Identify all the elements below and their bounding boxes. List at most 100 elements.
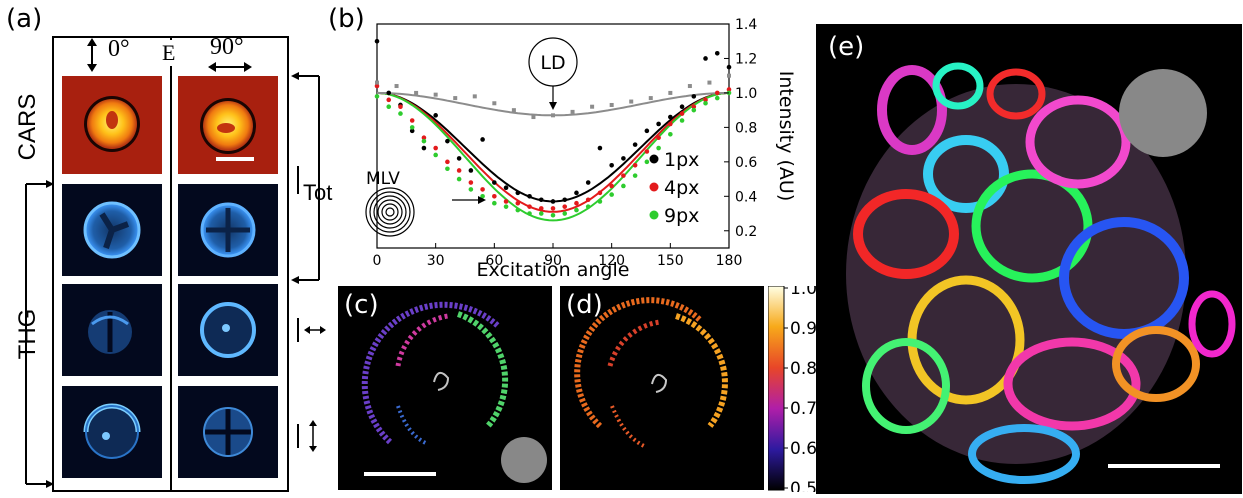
point-ld-2 xyxy=(414,90,419,95)
panel-label-a: (a) xyxy=(6,4,43,34)
tot-bar xyxy=(297,166,299,194)
point-ld-4 xyxy=(453,96,458,101)
point-2-18 xyxy=(585,204,591,209)
point-1-2 xyxy=(398,104,403,110)
point-1-25 xyxy=(668,121,673,127)
point-1-28 xyxy=(703,97,708,103)
colorbar-tick-label-5: 0.5 xyxy=(790,479,817,492)
point-0-20 xyxy=(609,162,614,168)
point-2-30 xyxy=(726,90,732,96)
point-2-19 xyxy=(597,199,603,204)
panel-c-image xyxy=(338,286,552,490)
ld-annotation: LD xyxy=(540,52,565,74)
point-1-3 xyxy=(409,118,415,123)
x-tick-label-6: 180 xyxy=(716,253,743,269)
x-tick-label-1: 30 xyxy=(427,253,445,269)
thg-image-total-0deg xyxy=(62,184,162,276)
point-1-11 xyxy=(503,199,509,204)
point-0-7 xyxy=(456,156,462,161)
legend-marker-0 xyxy=(649,154,659,164)
point-0-12 xyxy=(515,190,521,196)
point-0-3 xyxy=(409,128,415,134)
vertical-analyzer-arrow-icon xyxy=(309,420,317,452)
point-2-17 xyxy=(574,207,579,213)
point-2-8 xyxy=(468,187,474,192)
point-2-26 xyxy=(679,118,685,123)
point-0-22 xyxy=(632,142,638,147)
point-ld-8 xyxy=(531,115,536,120)
horizontal-polarization-arrow-icon xyxy=(208,62,252,72)
x-tick-label-5: 150 xyxy=(657,253,684,269)
point-1-20 xyxy=(609,183,614,189)
point-1-22 xyxy=(632,162,638,168)
mlv-rings-icon xyxy=(365,187,415,237)
point-0-19 xyxy=(597,145,603,151)
thg-image-horizontal-0deg xyxy=(62,284,162,376)
point-0-24 xyxy=(656,121,661,127)
scale-bar-a xyxy=(216,157,254,161)
point-2-29 xyxy=(714,95,720,101)
legend-label-2: 9px xyxy=(664,205,699,227)
point-1-12 xyxy=(515,200,521,206)
e-field-label: E xyxy=(160,40,178,66)
point-0-23 xyxy=(644,128,650,134)
tot-label: Tot xyxy=(303,180,333,205)
colorbar-tick-label-3: 0.7 xyxy=(790,399,817,419)
point-ld-3 xyxy=(433,92,438,97)
point-2-25 xyxy=(668,131,673,137)
point-2-11 xyxy=(503,204,509,209)
panel-label-e: (e) xyxy=(828,32,865,62)
point-1-14 xyxy=(538,206,544,211)
thg-bracket xyxy=(25,180,54,488)
point-2-12 xyxy=(515,207,521,213)
x-tick-label-2: 60 xyxy=(485,253,503,269)
point-1-9 xyxy=(480,187,485,192)
point-1-18 xyxy=(585,197,591,203)
point-2-3 xyxy=(409,125,415,130)
point-0-16 xyxy=(562,197,568,203)
y-tick-label-4: 1.0 xyxy=(735,86,757,102)
point-2-0 xyxy=(374,94,380,99)
panel-label-b: (b) xyxy=(328,4,365,34)
point-2-9 xyxy=(480,194,485,199)
point-2-28 xyxy=(703,100,708,106)
point-0-4 xyxy=(421,145,427,151)
point-1-16 xyxy=(562,204,568,209)
analyzer-bar-vertical xyxy=(297,424,299,448)
colorbar-tick-label-1: 0.9 xyxy=(790,319,817,339)
point-ld-0 xyxy=(375,80,379,85)
x-axis-label: Excitation angle xyxy=(477,259,630,280)
colorbar-tick-label-2: 0.8 xyxy=(790,359,817,379)
point-0-30 xyxy=(726,64,732,70)
analyzer-bar-horizontal xyxy=(297,318,299,342)
mlv-annotation: MLV xyxy=(366,169,400,189)
point-2-5 xyxy=(433,152,438,158)
cars-image-0deg xyxy=(62,76,162,174)
point-0-13 xyxy=(527,194,532,199)
point-ld-17 xyxy=(707,80,712,85)
scale-bar-e xyxy=(1108,464,1220,468)
tot-bracket xyxy=(291,72,320,284)
color-wheel-e xyxy=(1119,69,1207,157)
point-0-17 xyxy=(574,190,579,196)
point-1-8 xyxy=(468,180,474,185)
point-ld-18 xyxy=(727,73,731,78)
point-1-1 xyxy=(386,97,392,103)
point-0-5 xyxy=(433,113,438,118)
angle-0-label: 0° xyxy=(108,36,130,62)
x-tick-label-0: 0 xyxy=(373,253,382,269)
panel-d-image xyxy=(560,286,764,490)
point-2-6 xyxy=(445,166,450,172)
legend-marker-1 xyxy=(649,182,659,192)
point-0-18 xyxy=(585,180,591,185)
point-1-13 xyxy=(527,204,532,209)
point-2-10 xyxy=(492,200,497,206)
point-2-24 xyxy=(656,145,661,151)
point-1-0 xyxy=(374,83,380,89)
point-ld-7 xyxy=(511,108,516,113)
thg-image-total-90deg xyxy=(178,184,278,276)
point-0-28 xyxy=(703,56,708,61)
y-tick-label-5: 1.2 xyxy=(735,51,757,67)
point-0-8 xyxy=(468,168,474,173)
point-0-11 xyxy=(503,185,509,190)
